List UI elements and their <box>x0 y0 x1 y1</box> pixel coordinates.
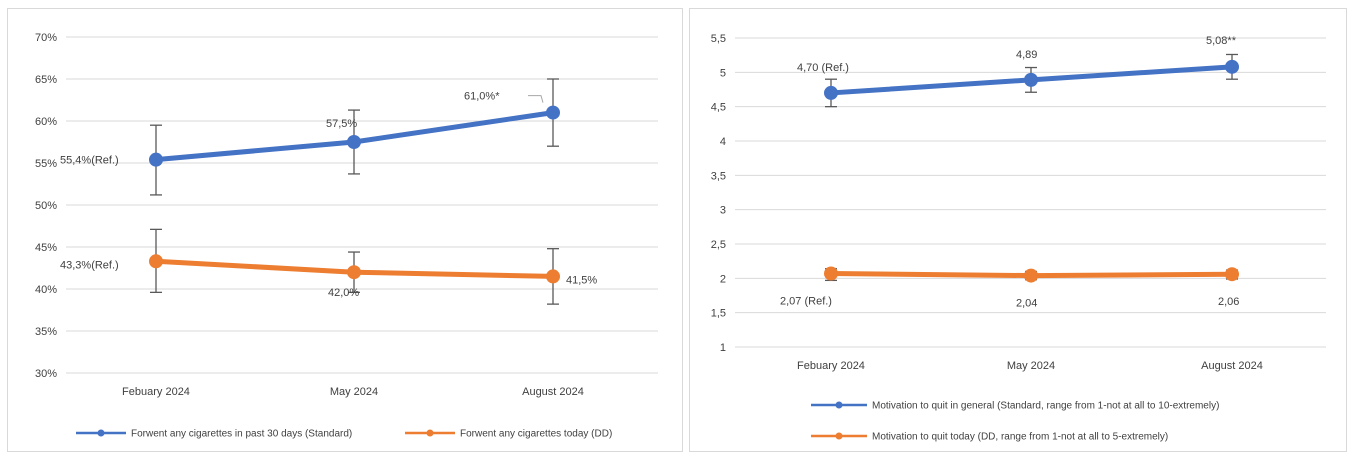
legend-label: Motivation to quit in general (Standard,… <box>872 401 1219 412</box>
left-chart: 30% 35% 40% 45% 50% 55% 60% 65% 70% Febuary 2024 M… <box>35 32 658 440</box>
x-tick-label: August 2024 <box>1201 360 1263 372</box>
y-tick-label: 5 <box>720 67 726 79</box>
y-tick-label: 45% <box>35 242 57 254</box>
x-tick-label: May 2024 <box>1007 360 1055 372</box>
data-label: 57,5% <box>326 118 357 130</box>
data-label: 41,5% <box>566 274 597 286</box>
legend-marker <box>835 401 843 409</box>
legend-label: Motivation to quit today (DD, range from… <box>872 432 1168 443</box>
y-tick-label: 1 <box>720 342 726 354</box>
y-tick-label: 55% <box>35 158 57 170</box>
data-label: 2,06 <box>1218 296 1239 308</box>
data-point <box>1225 59 1239 74</box>
y-tick-label: 40% <box>35 284 57 296</box>
data-point <box>347 265 361 280</box>
y-tick-label: 30% <box>35 368 57 380</box>
data-point <box>149 254 163 269</box>
data-point <box>824 266 838 281</box>
y-tick-label: 2,5 <box>711 239 726 251</box>
y-tick-label: 70% <box>35 32 57 44</box>
y-tick-label: 4,5 <box>711 102 726 114</box>
y-tick-label: 1,5 <box>711 308 726 320</box>
data-point <box>1024 72 1038 87</box>
label-leader-line <box>528 95 544 103</box>
y-tick-label: 3 <box>720 205 726 217</box>
legend-label: Forwent any cigarettes in past 30 days (… <box>131 429 352 440</box>
data-label: 43,3%(Ref.) <box>60 259 119 271</box>
data-label: 4,89 <box>1016 49 1037 61</box>
y-tick-label: 60% <box>35 116 57 128</box>
data-point <box>824 85 838 100</box>
data-label: 2,04 <box>1016 298 1037 310</box>
data-point <box>546 105 560 120</box>
y-tick-label: 50% <box>35 200 57 212</box>
data-point <box>1225 267 1239 282</box>
legend-marker <box>97 429 105 437</box>
data-label: 61,0%* <box>464 91 500 103</box>
data-point <box>347 135 361 149</box>
data-label: 5,08** <box>1206 35 1237 47</box>
y-tick-label: 4 <box>720 136 726 148</box>
x-tick-label: May 2024 <box>330 386 378 398</box>
data-label: 2,07 (Ref.) <box>780 296 832 308</box>
legend-label: Forwent any cigarettes today (DD) <box>460 429 612 440</box>
right-chart: 1 1,5 2 2,5 3 3,5 4 4,5 5 5,5 Febuary 2024 May 2024… <box>711 33 1326 443</box>
legend-marker <box>835 432 843 440</box>
x-tick-label: Febuary 2024 <box>122 386 190 398</box>
data-point <box>546 269 560 284</box>
y-tick-label: 2 <box>720 273 726 285</box>
left-chart-panel: 30% 35% 40% 45% 50% 55% 60% 65% 70% Febuary 2024 M… <box>7 8 683 452</box>
data-label: 42,0% <box>328 287 359 299</box>
x-tick-label: August 2024 <box>522 386 584 398</box>
y-tick-label: 65% <box>35 74 57 86</box>
data-label: 55,4%(Ref.) <box>60 155 119 167</box>
data-point <box>149 152 163 167</box>
data-point <box>1024 268 1038 283</box>
data-label: 4,70 (Ref.) <box>797 62 849 74</box>
y-tick-label: 3,5 <box>711 170 726 182</box>
legend-marker <box>426 429 434 437</box>
x-tick-label: Febuary 2024 <box>797 360 865 372</box>
y-tick-label: 35% <box>35 326 57 338</box>
y-tick-label: 5,5 <box>711 33 726 45</box>
right-chart-panel: 1 1,5 2 2,5 3 3,5 4 4,5 5 5,5 Febuary 2024 May 2024… <box>689 8 1347 452</box>
